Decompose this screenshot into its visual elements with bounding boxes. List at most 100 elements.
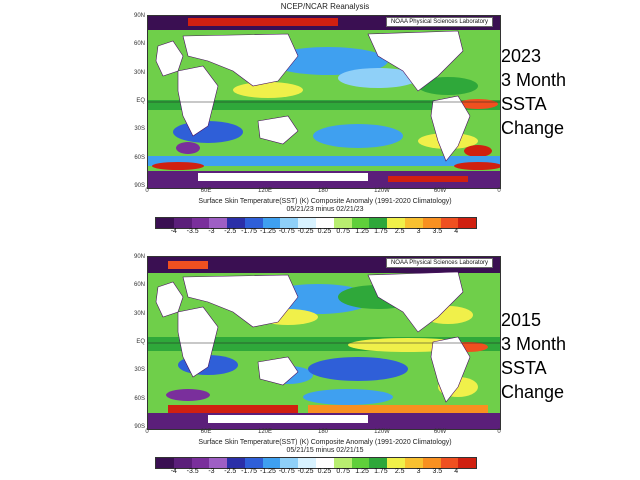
colorbar-swatch xyxy=(209,458,228,468)
colorbar-tick-label: -0.25 xyxy=(297,228,314,235)
colorbar-swatch xyxy=(404,218,423,228)
side-label-year: 2023 xyxy=(501,46,542,66)
lat-label: 90N xyxy=(133,254,145,260)
side-label-2023: 2023 3 Month SSTA Change xyxy=(501,44,566,140)
sst-anomaly-map-graphic xyxy=(148,257,500,429)
lon-label: 60W xyxy=(433,188,447,194)
side-label-metric: SSTA xyxy=(501,358,547,378)
caption-line2: 05/21/23 minus 02/21/23 xyxy=(286,206,364,213)
colorbar-tick-label: -3 xyxy=(208,228,215,235)
colorbar-swatch xyxy=(298,458,317,468)
colorbar-tick-label: -0.25 xyxy=(297,468,314,475)
colorbar-swatch xyxy=(422,218,441,228)
lon-label: 120E xyxy=(257,429,272,435)
colorbar-tick-label: -1.75 xyxy=(241,228,258,235)
lon-label: 60W xyxy=(433,429,447,435)
colorbar-tick-label: 3 xyxy=(416,228,421,235)
colorbar-swatch xyxy=(387,458,405,468)
side-label-metric: SSTA xyxy=(501,94,547,114)
colorbar-swatch xyxy=(333,218,352,228)
colorbar-tick-label: -2.5 xyxy=(224,468,237,475)
colorbar-swatch xyxy=(280,218,299,228)
lon-label: 0 xyxy=(145,429,149,435)
colorbar-tick-label: 0.75 xyxy=(336,468,351,475)
caption-line1: Surface Skin Temperature(SST) (K) Compos… xyxy=(198,439,452,446)
map-panel-2015: 90N 60N 30N EQ 30S 60S 90S xyxy=(125,250,525,480)
colorbar-tick-label: -0.75 xyxy=(278,468,295,475)
lat-label: 30S xyxy=(134,367,145,373)
colorbar-ticks: -4 -3.5 -3 -2.5 -1.75 -1.25 -0.75 -0.25 0.25 0.75… xyxy=(125,228,525,238)
colorbar-swatch xyxy=(422,458,441,468)
lon-label: 120W xyxy=(374,429,390,435)
colorbar-swatch xyxy=(458,218,477,228)
lat-label: 90N xyxy=(133,13,145,19)
colorbar-swatch xyxy=(404,458,423,468)
lat-label: 30S xyxy=(134,126,145,132)
lon-label: 120W xyxy=(374,188,390,194)
colorbar-tick-label: -0.75 xyxy=(278,228,295,235)
colorbar-tick-label: -1.25 xyxy=(259,468,276,475)
colorbar-swatch xyxy=(440,218,459,228)
colorbar-swatch xyxy=(387,218,405,228)
colorbar-tick-label: -1.25 xyxy=(259,228,276,235)
colorbar-tick-label: 4 xyxy=(454,468,459,475)
colorbar-tick-label: 3 xyxy=(416,468,421,475)
figure-title: NCEP/NCAR Reanalysis xyxy=(280,2,370,11)
colorbar-swatch xyxy=(156,218,174,228)
colorbar-tick-label: -3 xyxy=(208,468,215,475)
colorbar-tick-label: -4 xyxy=(170,468,177,475)
lat-label: EQ xyxy=(136,98,145,104)
colorbar-swatch xyxy=(227,458,245,468)
colorbar-swatch xyxy=(244,458,263,468)
noaa-lab-badge: NOAA Physical Sciences Laboratory xyxy=(385,17,493,27)
sst-anomaly-map-graphic xyxy=(148,16,500,188)
colorbar-tick-label: 3.5 xyxy=(432,228,443,235)
colorbar-swatch xyxy=(262,218,281,228)
colorbar-tick-label: 1.75 xyxy=(374,468,388,475)
colorbar xyxy=(155,217,477,229)
colorbar-swatch xyxy=(369,218,388,228)
colorbar-swatch xyxy=(351,218,370,228)
colorbar-tick-label: -4 xyxy=(170,228,177,235)
colorbar-tick-label: -1.75 xyxy=(241,468,258,475)
lat-label: EQ xyxy=(136,339,145,345)
map-caption: Surface Skin Temperature(SST) (K) Compos… xyxy=(125,198,525,214)
colorbar-swatch xyxy=(156,458,174,468)
colorbar-swatch xyxy=(369,458,388,468)
lat-label: 60N xyxy=(133,41,145,47)
colorbar-swatch xyxy=(333,458,352,468)
colorbar-tick-label: 1.25 xyxy=(355,468,369,475)
colorbar-ticks: -4 -3.5 -3 -2.5 -1.75 -1.25 -0.75 -0.25 0.25 0.75… xyxy=(125,468,525,478)
lon-label: 0 xyxy=(497,429,501,435)
lon-label: 0 xyxy=(497,188,501,194)
colorbar-tick-label: 3.5 xyxy=(432,468,443,475)
colorbar-swatch xyxy=(173,458,192,468)
colorbar-swatch xyxy=(191,218,210,228)
colorbar-tick-label: 1.25 xyxy=(355,228,369,235)
lon-label: 0 xyxy=(145,188,149,194)
colorbar-swatch xyxy=(298,218,317,228)
colorbar-swatch xyxy=(262,458,281,468)
colorbar-tick-label: -3.5 xyxy=(186,228,199,235)
colorbar-swatch xyxy=(209,218,228,228)
lat-label: 60N xyxy=(133,282,145,288)
side-label-change: Change xyxy=(501,118,565,138)
side-label-period: 3 Month xyxy=(501,334,567,354)
lat-label: 90S xyxy=(134,183,145,189)
side-label-period: 3 Month xyxy=(501,70,567,90)
colorbar-tick-label: -2.5 xyxy=(224,228,237,235)
map-caption: Surface Skin Temperature(SST) (K) Compos… xyxy=(125,439,525,455)
sst-anomaly-map xyxy=(147,15,501,189)
lat-label: 90S xyxy=(134,424,145,430)
colorbar-tick-label: 0.75 xyxy=(336,228,351,235)
side-label-year: 2015 xyxy=(501,310,542,330)
lat-label: 30N xyxy=(133,311,145,317)
colorbar-tick-label: 0.25 xyxy=(317,228,332,235)
colorbar-swatch xyxy=(173,218,192,228)
side-label-change: Change xyxy=(501,382,565,402)
colorbar-tick-label: 4 xyxy=(454,228,459,235)
lon-label: 60E xyxy=(200,429,212,435)
colorbar-tick-label: 0.25 xyxy=(317,468,332,475)
lon-label: 180 xyxy=(317,429,328,435)
colorbar-swatch xyxy=(458,458,477,468)
